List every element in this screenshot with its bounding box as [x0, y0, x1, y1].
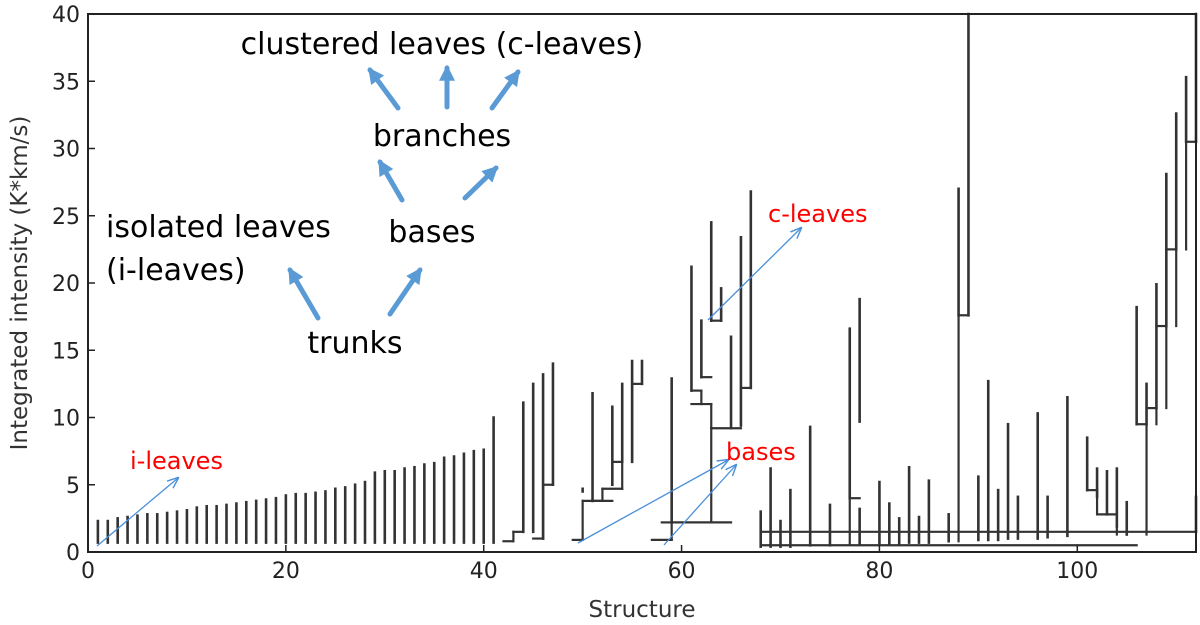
arrow-trunk-to-ileaves	[287, 267, 321, 321]
y-tick-label: 10	[52, 407, 80, 432]
x-axis-title: Structure	[589, 597, 696, 623]
arrow-to-bases-2	[663, 465, 736, 546]
pointer-arrows	[96, 228, 801, 547]
y-tick-label: 5	[66, 474, 80, 499]
trunks-label: trunks	[307, 326, 402, 361]
y-tick-label: 15	[52, 339, 80, 364]
plot-frame	[87, 13, 1197, 553]
arrow-to-i-leaves	[96, 478, 178, 547]
y-tick-label: 20	[52, 272, 80, 297]
arrow-trunk-to-bases	[387, 267, 423, 317]
x-tick-label: 0	[81, 559, 95, 584]
dendrogram-branches	[96, 12, 1198, 548]
isolated-leaves-label: isolated leaves	[106, 210, 331, 245]
x-tick-label: 60	[668, 559, 696, 584]
y-tick-label: 40	[52, 3, 80, 28]
x-tick-label: 100	[1056, 559, 1098, 584]
arrow-branch-to-cleaves-left	[367, 67, 401, 111]
arrow-base-to-branch-right	[462, 165, 499, 201]
bases-red-label: bases	[726, 438, 796, 466]
c-leaves-red-label: c-leaves	[768, 200, 867, 228]
branches-label: branches	[373, 119, 511, 154]
arrow-base-to-branch-left	[377, 159, 405, 203]
y-tick-label: 25	[52, 205, 80, 230]
clustered-leaves-label: clustered leaves (c-leaves)	[241, 27, 644, 62]
arrow-to-c-leaves	[707, 228, 801, 321]
bases-label: bases	[388, 215, 475, 250]
x-tick-label: 40	[470, 559, 498, 584]
hierarchy-arrows	[287, 64, 521, 321]
i-leaves-paren-label: (i-leaves)	[106, 253, 246, 288]
axis-ticks: 0 20 40 60 80 100 0 5 10 15 20 25 30 35 40	[52, 3, 1098, 584]
y-tick-label: 0	[66, 541, 80, 566]
i-leaves-red-label: i-leaves	[130, 447, 223, 475]
y-tick-label: 30	[52, 138, 80, 163]
x-tick-label: 20	[272, 559, 300, 584]
x-tick-label: 80	[865, 559, 893, 584]
y-tick-label: 35	[52, 70, 80, 95]
arrow-to-bases-1	[577, 460, 728, 544]
y-axis-title: Integrated intensity (K*km/s)	[7, 116, 33, 451]
arrow-branch-to-cleaves-right	[489, 69, 521, 111]
